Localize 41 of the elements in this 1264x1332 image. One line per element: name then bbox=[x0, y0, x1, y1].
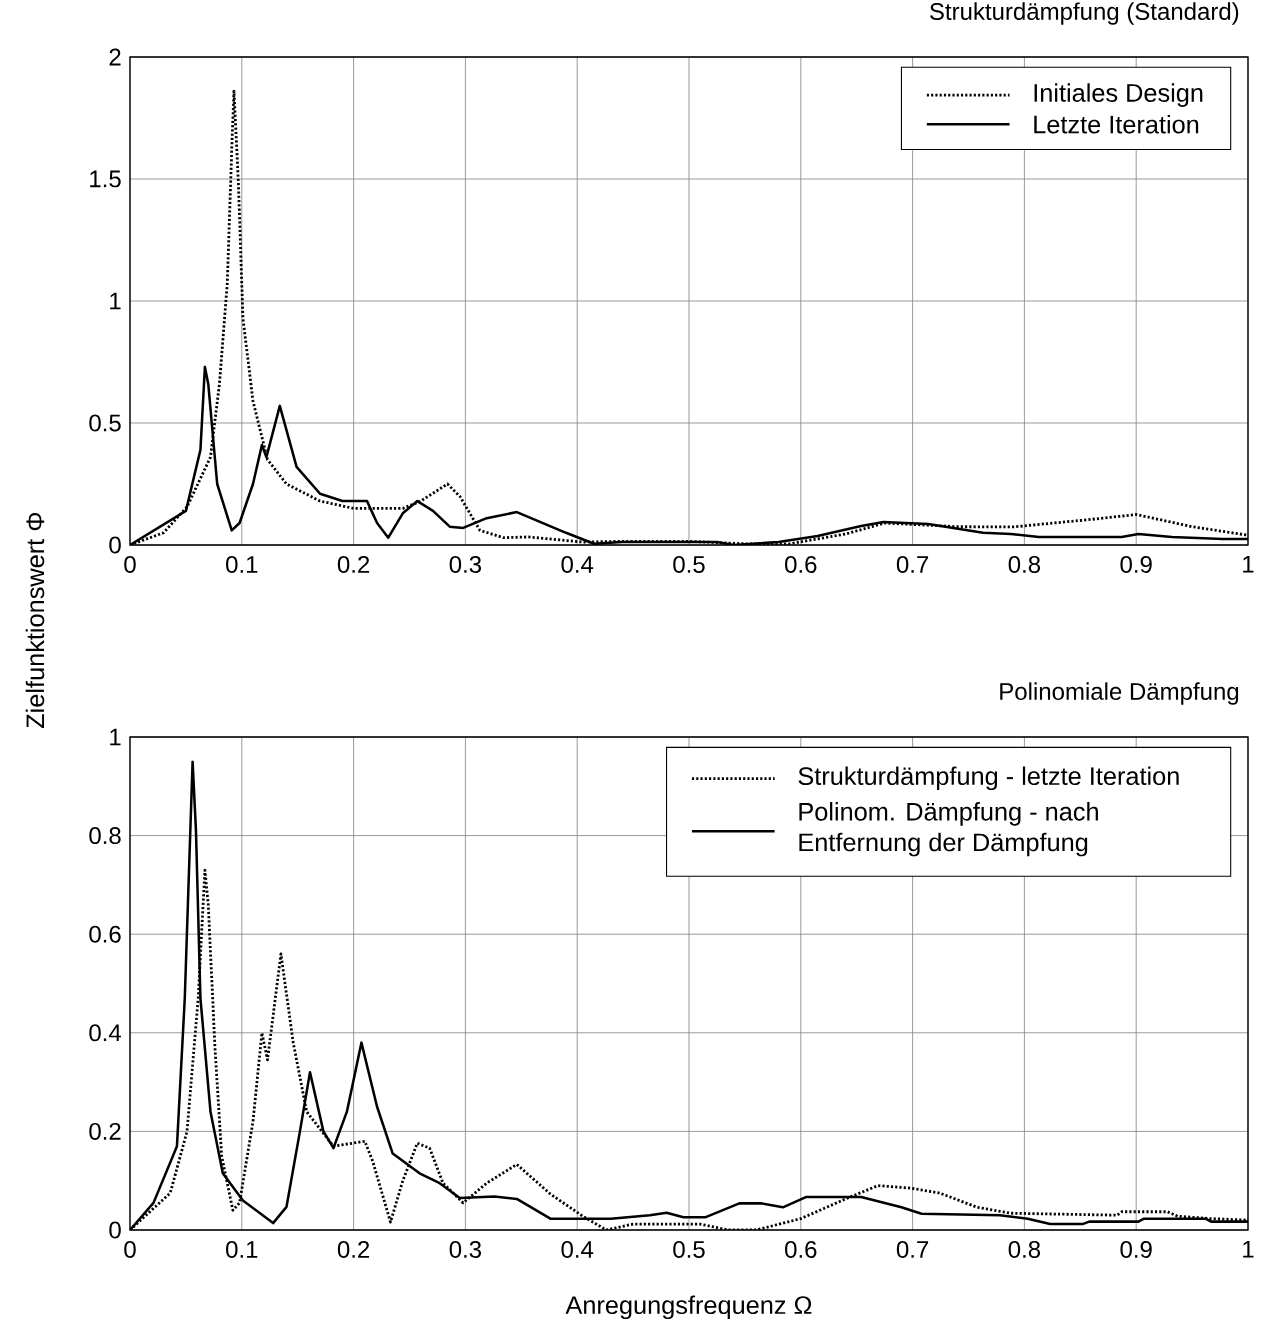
y-tick-label: 1 bbox=[110, 292, 121, 310]
x-tick-label: 0.1 bbox=[226, 555, 258, 573]
y-tick-label: 0.5 bbox=[89, 414, 121, 432]
x-tick-label: 0.8 bbox=[1008, 1240, 1041, 1258]
y-tick-label: 0.6 bbox=[89, 925, 121, 943]
x-tick-label: 1 bbox=[1243, 555, 1254, 573]
x-tick-label: 0.3 bbox=[449, 1240, 482, 1258]
y-tick-label: 2 bbox=[109, 48, 121, 66]
y-tick-label: 0 bbox=[109, 1221, 121, 1239]
y-tick-label: 0.4 bbox=[89, 1024, 122, 1042]
chart-title: Polinomiale Dämpfung bbox=[1000, 682, 1239, 705]
legend-label: Initiales Design bbox=[1034, 83, 1203, 107]
x-tick-label: 0 bbox=[124, 1240, 136, 1258]
legend-label: Strukturdämpfung - letzte Iteration bbox=[798, 766, 1179, 791]
legend-label: Polinom. Dämpfung - nach Entfernung der Dämpfung bbox=[799, 802, 1098, 857]
y-tick-label: 0 bbox=[109, 536, 121, 554]
x-tick-label: 0.8 bbox=[1008, 555, 1041, 573]
y-axis-title: Zielfunktionswert Φ bbox=[25, 512, 45, 729]
x-tick-label: 0.6 bbox=[785, 1240, 817, 1258]
x-tick-label: 0.5 bbox=[673, 555, 705, 573]
y-tick-label: 0.8 bbox=[89, 827, 121, 845]
x-tick-label: 1 bbox=[1243, 1240, 1254, 1258]
x-tick-label: 0.2 bbox=[337, 555, 370, 573]
x-tick-label: 0 bbox=[124, 555, 136, 573]
x-tick-label: 0.6 bbox=[785, 555, 817, 573]
y-tick-label: 1.5 bbox=[90, 170, 121, 188]
x-tick-label: 0.7 bbox=[896, 1240, 929, 1258]
x-tick-label: 0.9 bbox=[1120, 1240, 1152, 1258]
x-tick-label: 0.5 bbox=[673, 1240, 705, 1258]
x-tick-label: 0.9 bbox=[1120, 555, 1152, 573]
legend-label: Letzte Iteration bbox=[1034, 114, 1199, 134]
y-tick-label: 1 bbox=[110, 728, 121, 746]
x-tick-label: 0.1 bbox=[226, 1240, 258, 1258]
x-tick-label: 0.4 bbox=[561, 1240, 594, 1258]
x-tick-label: 0.4 bbox=[561, 555, 594, 573]
chart-title: Strukturdämpfung (Standard) bbox=[929, 2, 1239, 25]
x-tick-label: 0.3 bbox=[449, 555, 482, 573]
x-tick-label: 0.2 bbox=[337, 1240, 370, 1258]
y-tick-label: 0.2 bbox=[89, 1122, 121, 1140]
x-tick-label: 0.7 bbox=[896, 555, 929, 573]
x-axis-title: Anregungsfrequenz Ω bbox=[565, 1295, 812, 1320]
